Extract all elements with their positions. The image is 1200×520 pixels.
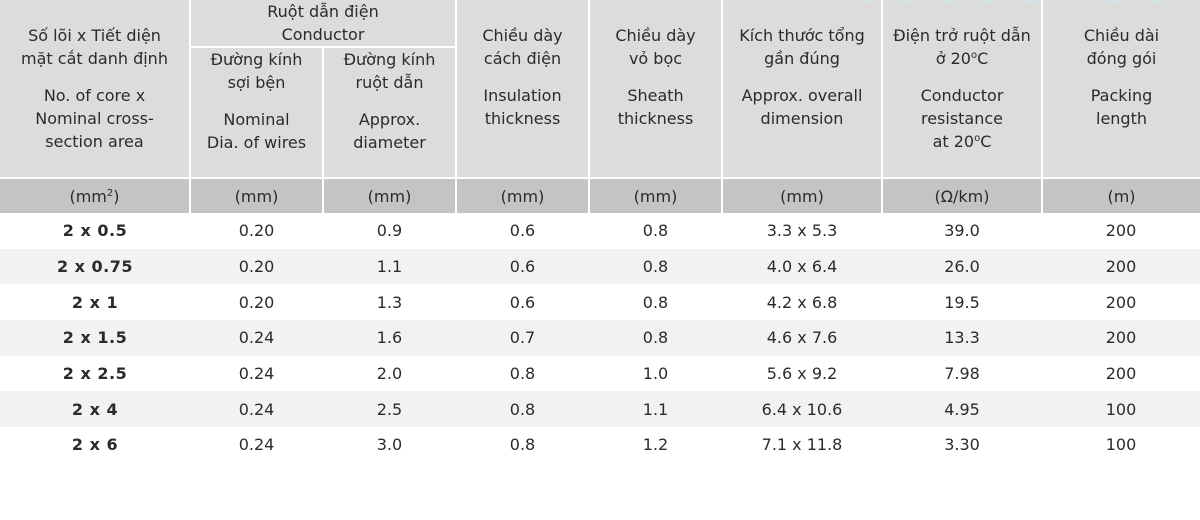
cell-resistance: 7.98 xyxy=(882,355,1042,392)
table-row: 2 x 1 0.20 1.3 0.6 0.8 4.2 x 6.8 19.5 20… xyxy=(0,284,1200,321)
header-insulation: Chiều dày cách điện Insulation thickness xyxy=(455,0,589,178)
header-sheath: Chiều dày vỏ bọc Sheath thickness xyxy=(588,0,722,178)
cell-sheath: 0.8 xyxy=(589,248,722,285)
cell-conductor-dia: 1.6 xyxy=(323,320,456,356)
cell-resistance: 39.0 xyxy=(882,213,1042,249)
cell-sheath: 1.0 xyxy=(589,355,722,392)
table-row: 2 x 0.75 0.20 1.1 0.6 0.8 4.0 x 6.4 26.0… xyxy=(0,248,1200,285)
cell-size: 2 x 6 xyxy=(0,427,190,463)
cell-packing: 200 xyxy=(1042,355,1200,392)
cell-conductor-dia: 3.0 xyxy=(323,427,456,463)
cable-spec-table: Số lõi x Tiết diện mặt cắt danh định No.… xyxy=(0,0,1200,463)
cell-overall: 4.6 x 7.6 xyxy=(722,320,882,356)
cell-overall: 3.3 x 5.3 xyxy=(722,213,882,249)
cell-insulation: 0.6 xyxy=(456,284,589,321)
cell-size: 2 x 1.5 xyxy=(0,320,190,356)
cell-sheath: 1.1 xyxy=(589,391,722,428)
unit-cell: (mm) xyxy=(322,177,456,213)
unit-cell: (mm2) xyxy=(0,177,190,213)
table-row: 2 x 6 0.24 3.0 0.8 1.2 7.1 x 11.8 3.30 1… xyxy=(0,427,1200,463)
cell-wire-dia: 0.24 xyxy=(190,427,323,463)
cell-resistance: 13.3 xyxy=(882,320,1042,356)
cell-size: 2 x 0.5 xyxy=(0,213,190,249)
cell-insulation: 0.6 xyxy=(456,248,589,285)
cell-resistance: 26.0 xyxy=(882,248,1042,285)
header-overall: Kích thước tổng gần đúng Approx. overall… xyxy=(721,0,882,178)
cell-overall: 6.4 x 10.6 xyxy=(722,391,882,428)
top-decoration xyxy=(860,0,1160,3)
cell-conductor-dia: 1.1 xyxy=(323,248,456,285)
cell-wire-dia: 0.24 xyxy=(190,355,323,392)
cell-packing: 200 xyxy=(1042,248,1200,285)
header-conductor-dia: Đường kính ruột dẫn Approx. diameter xyxy=(322,47,456,178)
cell-wire-dia: 0.20 xyxy=(190,284,323,321)
table-header: Số lõi x Tiết diện mặt cắt danh định No.… xyxy=(0,0,1200,213)
header-wire-dia: Đường kính sợi bện Nominal Dia. of wires xyxy=(189,47,323,178)
cell-packing: 200 xyxy=(1042,284,1200,321)
cell-resistance: 3.30 xyxy=(882,427,1042,463)
unit-cell: (mm) xyxy=(721,177,882,213)
cell-size: 2 x 0.75 xyxy=(0,248,190,285)
cell-conductor-dia: 0.9 xyxy=(323,213,456,249)
header-packing: Chiều dài đóng gói Packing length xyxy=(1041,0,1200,178)
cell-conductor-dia: 2.0 xyxy=(323,355,456,392)
unit-cell: (mm) xyxy=(455,177,589,213)
cell-overall: 4.2 x 6.8 xyxy=(722,284,882,321)
cell-wire-dia: 0.24 xyxy=(190,320,323,356)
cell-resistance: 4.95 xyxy=(882,391,1042,428)
cell-insulation: 0.8 xyxy=(456,427,589,463)
cell-insulation: 0.7 xyxy=(456,320,589,356)
cell-wire-dia: 0.24 xyxy=(190,391,323,428)
cell-sheath: 0.8 xyxy=(589,320,722,356)
cell-resistance: 19.5 xyxy=(882,284,1042,321)
cell-sheath: 0.8 xyxy=(589,284,722,321)
cell-sheath: 0.8 xyxy=(589,213,722,249)
cell-conductor-dia: 1.3 xyxy=(323,284,456,321)
table-row: 2 x 4 0.24 2.5 0.8 1.1 6.4 x 10.6 4.95 1… xyxy=(0,391,1200,428)
unit-cell: (mm) xyxy=(189,177,323,213)
units-row: (mm2) (mm) (mm) (mm) (mm) (mm) (Ω/km) (m… xyxy=(0,177,1200,213)
table-row: 2 x 0.5 0.20 0.9 0.6 0.8 3.3 x 5.3 39.0 … xyxy=(0,213,1200,249)
cell-overall: 7.1 x 11.8 xyxy=(722,427,882,463)
cell-packing: 100 xyxy=(1042,391,1200,428)
cell-insulation: 0.8 xyxy=(456,355,589,392)
cell-packing: 100 xyxy=(1042,427,1200,463)
cell-size: 2 x 1 xyxy=(0,284,190,321)
table-body: 2 x 0.5 0.20 0.9 0.6 0.8 3.3 x 5.3 39.0 … xyxy=(0,213,1200,463)
table-row: 2 x 1.5 0.24 1.6 0.7 0.8 4.6 x 7.6 13.3 … xyxy=(0,320,1200,356)
cell-wire-dia: 0.20 xyxy=(190,248,323,285)
header-size: Số lõi x Tiết diện mặt cắt danh định No.… xyxy=(0,0,190,178)
unit-cell: (Ω/km) xyxy=(881,177,1042,213)
cell-sheath: 1.2 xyxy=(589,427,722,463)
cell-insulation: 0.6 xyxy=(456,213,589,249)
unit-cell: (m) xyxy=(1041,177,1200,213)
cell-overall: 4.0 x 6.4 xyxy=(722,248,882,285)
cell-size: 2 x 2.5 xyxy=(0,355,190,392)
cell-size: 2 x 4 xyxy=(0,391,190,428)
header-resistance: Điện trở ruột dẫn ở 20oC Conductor resis… xyxy=(881,0,1042,178)
header-conductor-group: Ruột dẫn điện Conductor xyxy=(189,0,456,48)
cell-packing: 200 xyxy=(1042,213,1200,249)
cell-insulation: 0.8 xyxy=(456,391,589,428)
cell-overall: 5.6 x 9.2 xyxy=(722,355,882,392)
cell-packing: 200 xyxy=(1042,320,1200,356)
cell-wire-dia: 0.20 xyxy=(190,213,323,249)
table-row: 2 x 2.5 0.24 2.0 0.8 1.0 5.6 x 9.2 7.98 … xyxy=(0,355,1200,392)
unit-cell: (mm) xyxy=(588,177,722,213)
cell-conductor-dia: 2.5 xyxy=(323,391,456,428)
